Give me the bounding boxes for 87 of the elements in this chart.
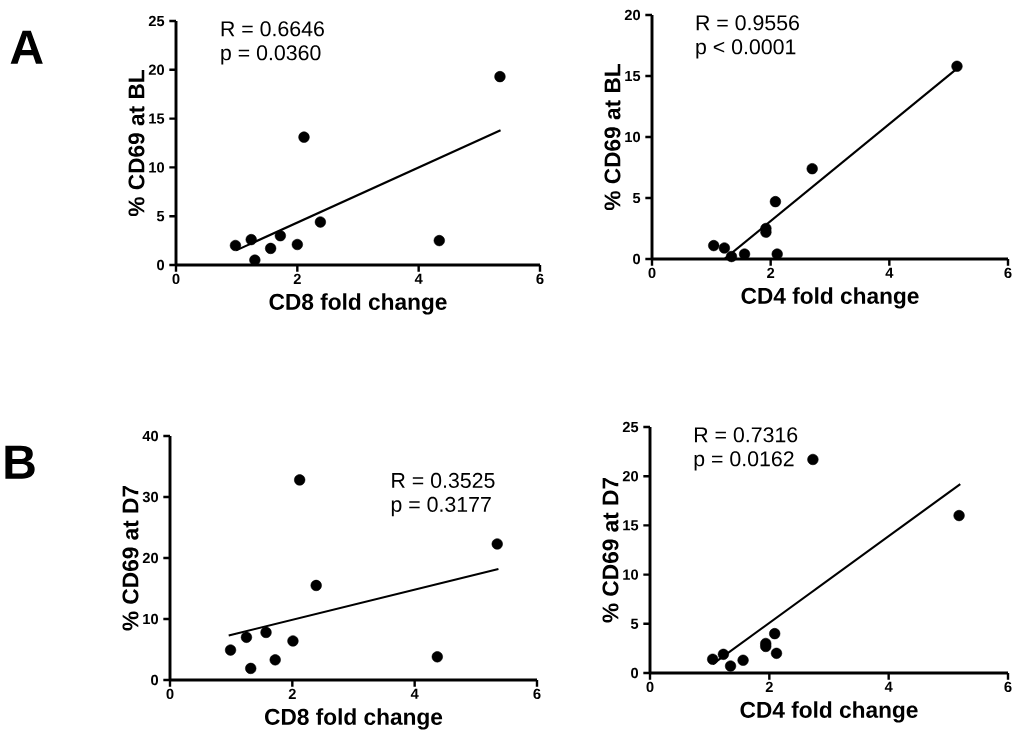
y-tick-label: 15 bbox=[149, 113, 165, 124]
y-tick-label: 10 bbox=[625, 131, 641, 143]
y-tick-label: 15 bbox=[623, 520, 639, 531]
x-tick-label: 2 bbox=[767, 267, 775, 278]
point bbox=[287, 635, 299, 647]
point bbox=[494, 71, 506, 83]
y-tick-label: 5 bbox=[156, 211, 165, 222]
x-tick-label: 4 bbox=[414, 273, 423, 284]
y-tick-label: 20 bbox=[622, 471, 639, 482]
point bbox=[718, 242, 730, 254]
point bbox=[260, 626, 272, 639]
y-tick-label: 30 bbox=[142, 491, 159, 503]
x-tick-label: 2 bbox=[293, 273, 301, 284]
point bbox=[707, 653, 719, 665]
chart-title: A bbox=[10, 30, 43, 64]
point bbox=[951, 60, 963, 72]
x-tick-label: 0 bbox=[172, 273, 180, 285]
y-tick-label: 25 bbox=[148, 15, 165, 27]
y-tick-label: 10 bbox=[143, 613, 159, 625]
y-tick-label: 20 bbox=[142, 552, 159, 564]
y-tick-label: 0 bbox=[631, 667, 639, 679]
x-axis-title: CD8 fold change bbox=[269, 293, 447, 315]
x-tick-label: 6 bbox=[1004, 681, 1012, 693]
point bbox=[708, 239, 720, 252]
point bbox=[291, 238, 303, 251]
y-tick-label: 0 bbox=[633, 253, 641, 265]
point bbox=[245, 234, 257, 246]
x-tick-label: 4 bbox=[410, 688, 419, 699]
x-tick-label: 0 bbox=[646, 681, 654, 693]
y-tick-label: 40 bbox=[142, 430, 159, 442]
point bbox=[806, 163, 818, 175]
x-tick-label: 4 bbox=[885, 267, 894, 278]
annotation: p = 0.0360 bbox=[221, 45, 321, 65]
y-axis-title: % CD69 at BL bbox=[604, 64, 621, 211]
y-tick-label: 10 bbox=[149, 162, 165, 173]
annotation: R = 0.7316 bbox=[694, 427, 798, 443]
chart-title: B bbox=[5, 445, 35, 479]
y-tick-label: 20 bbox=[624, 9, 641, 21]
y-tick-label: 20 bbox=[148, 64, 165, 75]
y-axis-title: % CD69 at D7 bbox=[602, 477, 619, 623]
y-tick-label: 10 bbox=[623, 569, 639, 580]
annotation: R = 0.9556 bbox=[696, 15, 799, 31]
x-axis-title: CD4 fold change bbox=[740, 701, 918, 723]
x-axis-title: CD8 fold change bbox=[265, 708, 443, 730]
x-tick-label: 6 bbox=[1004, 267, 1012, 279]
point bbox=[229, 239, 242, 252]
y-axis-title: % CD69 at D7 bbox=[122, 485, 139, 631]
point bbox=[717, 648, 729, 660]
point bbox=[724, 660, 737, 672]
point bbox=[431, 651, 443, 663]
x-tick-label: 4 bbox=[884, 681, 893, 692]
annotation: p = 0.0162 bbox=[694, 451, 794, 471]
annotation: R = 0.3525 bbox=[392, 472, 495, 488]
point bbox=[807, 453, 819, 466]
x-tick-label: 6 bbox=[536, 273, 544, 285]
point bbox=[491, 538, 503, 550]
y-tick-label: 25 bbox=[622, 421, 639, 433]
point bbox=[294, 474, 306, 486]
point bbox=[274, 230, 286, 242]
y-axis-title: % CD69 at BL bbox=[128, 70, 145, 217]
point bbox=[725, 250, 738, 263]
annotation: R = 0.6646 bbox=[221, 21, 324, 37]
point bbox=[433, 234, 445, 247]
x-tick-label: 0 bbox=[648, 267, 656, 279]
x-tick-label: 2 bbox=[765, 681, 773, 692]
y-tick-label: 5 bbox=[632, 192, 641, 204]
x-axis-title: CD4 fold change bbox=[741, 287, 919, 309]
point bbox=[240, 631, 253, 643]
annotation: p < 0.0001 bbox=[696, 39, 796, 59]
point bbox=[310, 579, 322, 592]
x-tick-label: 0 bbox=[166, 688, 174, 700]
point bbox=[737, 654, 749, 666]
point bbox=[314, 216, 326, 228]
point bbox=[769, 628, 781, 640]
point bbox=[953, 509, 965, 522]
point bbox=[298, 131, 310, 143]
point bbox=[245, 662, 257, 675]
annotation: p = 0.3177 bbox=[391, 496, 491, 517]
point bbox=[265, 242, 277, 255]
y-tick-label: 15 bbox=[625, 70, 641, 82]
point bbox=[269, 654, 281, 666]
y-tick-label: 5 bbox=[630, 618, 639, 629]
x-tick-label: 2 bbox=[288, 688, 296, 699]
point bbox=[224, 644, 237, 656]
point bbox=[769, 196, 782, 208]
point bbox=[770, 647, 783, 659]
x-tick-label: 6 bbox=[533, 688, 541, 700]
